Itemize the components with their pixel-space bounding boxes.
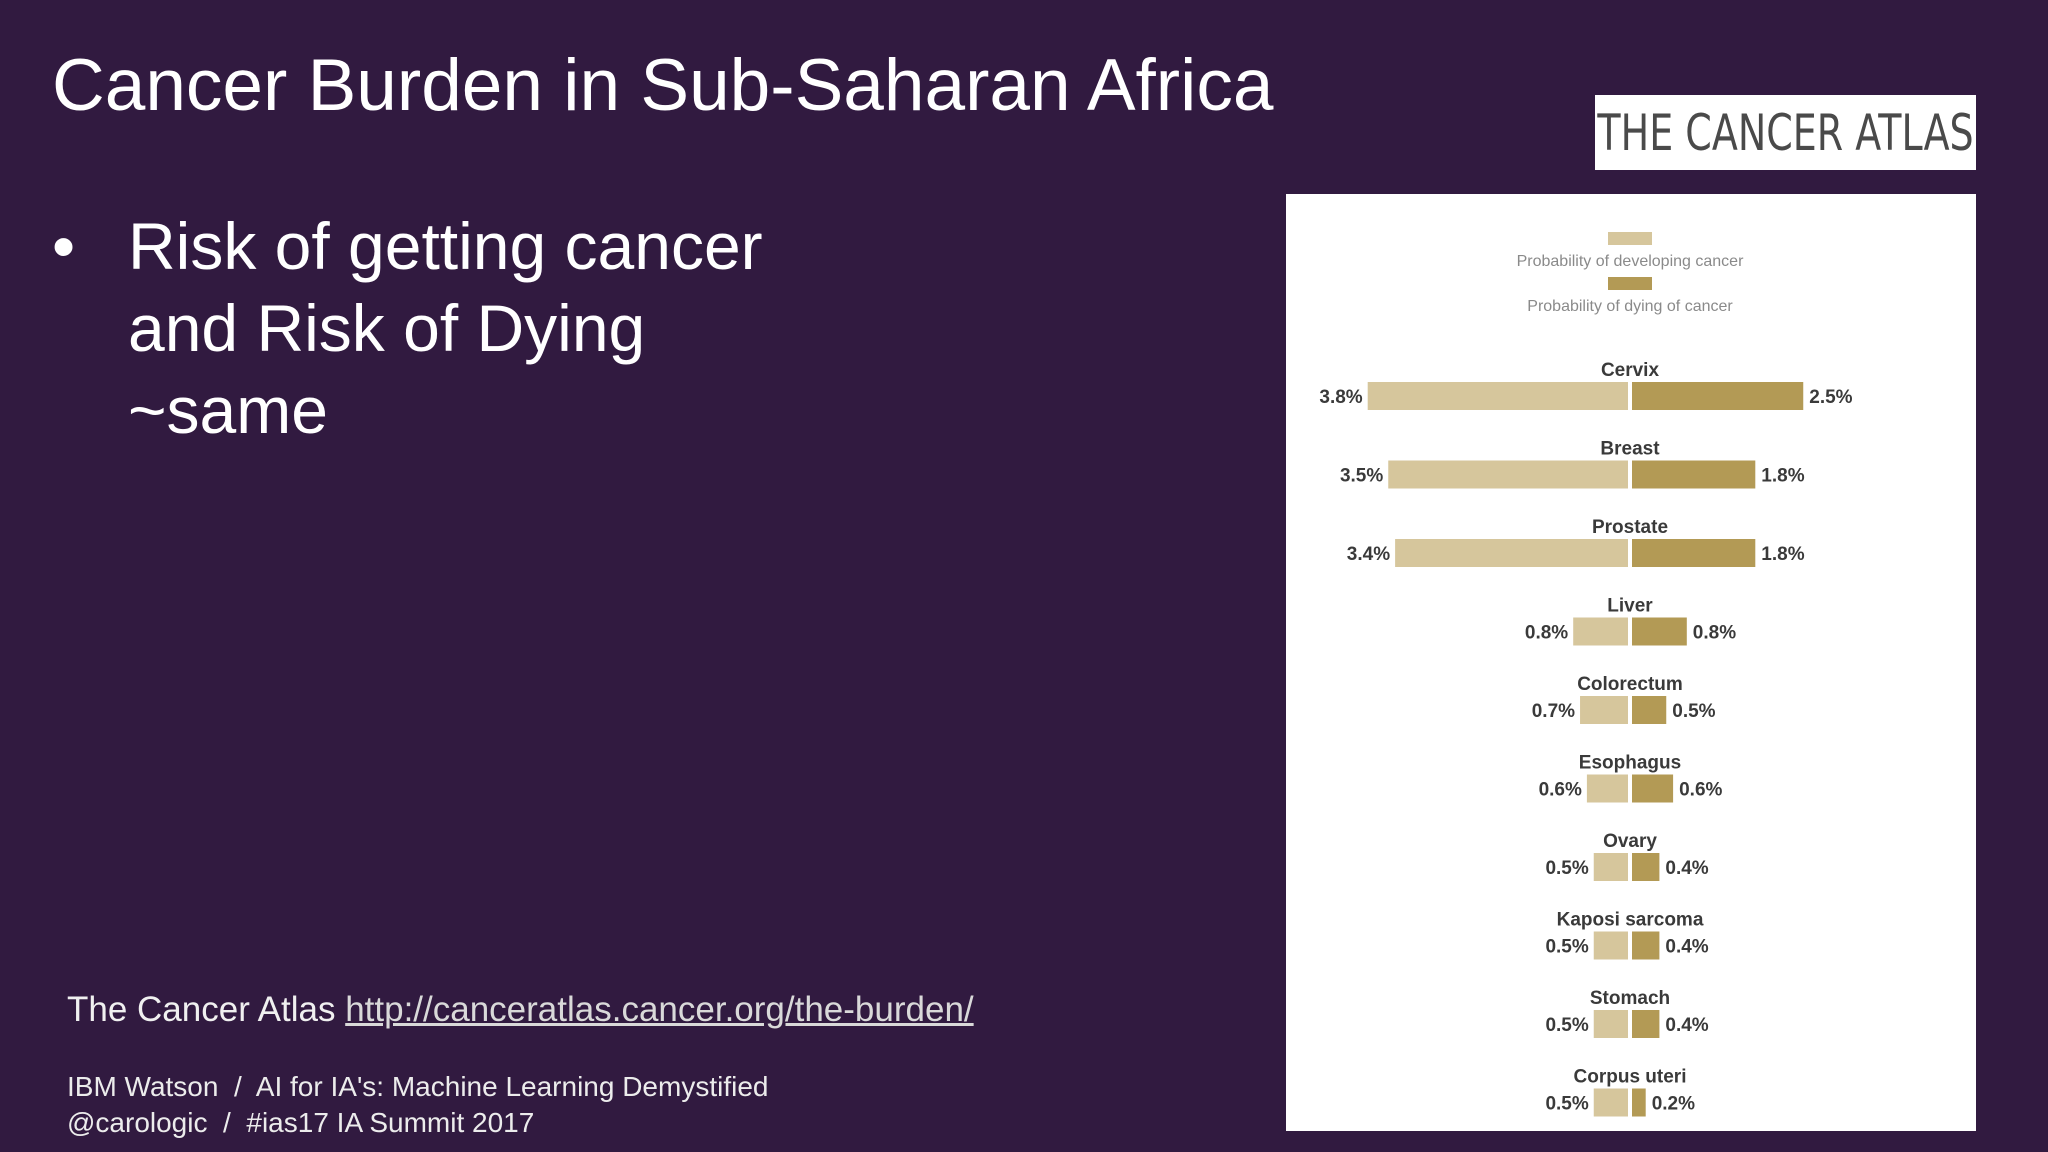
data-label-dying: 0.2% — [1652, 1094, 1695, 1115]
data-label-dying: 0.8% — [1693, 623, 1736, 644]
category-label: Prostate — [1592, 517, 1668, 538]
bar-dying — [1632, 382, 1804, 410]
source-label: The Cancer Atlas — [67, 990, 336, 1029]
bar-developing — [1593, 853, 1628, 881]
bar-developing — [1395, 539, 1628, 567]
category-label: Corpus uteri — [1574, 1067, 1687, 1088]
data-label-dying: 1.8% — [1761, 466, 1804, 487]
diverging-bar-chart: Probability of developing cancer Probabil… — [1319, 232, 1853, 1117]
bar-dying — [1632, 931, 1660, 960]
bar-dying — [1632, 460, 1756, 489]
data-label-developing: 0.5% — [1545, 937, 1588, 958]
data-label-dying: 0.4% — [1665, 858, 1708, 879]
logo-text: THE CANCER ATLAS — [1597, 103, 1974, 162]
data-label-dying: 2.5% — [1809, 387, 1852, 408]
data-label-developing: 0.5% — [1545, 1015, 1588, 1036]
legend-label-dying: Probability of dying of cancer — [1527, 298, 1733, 315]
legend-swatch-developing — [1608, 232, 1652, 245]
legend-label-developing: Probability of developing cancer — [1517, 253, 1744, 270]
legend-swatch-dying — [1608, 277, 1652, 290]
source-line: The Cancer Atlas http://canceratlas.canc… — [67, 990, 974, 1030]
bullet-item: • Risk of getting cancer and Risk of Dyi… — [52, 205, 848, 451]
category-label: Breast — [1600, 439, 1660, 460]
data-label-developing: 0.5% — [1545, 858, 1588, 879]
chart-panel: Probability of developing cancer Probabil… — [1286, 194, 1976, 1131]
data-label-developing: 3.4% — [1347, 544, 1390, 565]
bar-dying — [1632, 617, 1687, 646]
bar-developing — [1388, 460, 1628, 489]
footer-line-2: @carologic / #ias17 IA Summit 2017 — [67, 1107, 535, 1138]
footer: IBM Watson / AI for IA's: Machine Learni… — [67, 1069, 768, 1141]
bar-dying — [1632, 539, 1756, 567]
bar-developing — [1586, 774, 1628, 803]
bullet-dot: • — [52, 209, 76, 283]
bar-dying — [1632, 696, 1667, 724]
category-label: Liver — [1607, 596, 1653, 617]
data-label-dying: 0.5% — [1672, 701, 1715, 722]
bar-dying — [1632, 1010, 1660, 1038]
bar-developing — [1573, 617, 1628, 646]
bar-dying — [1632, 853, 1660, 881]
bar-developing — [1593, 1010, 1628, 1038]
bar-dying — [1632, 1088, 1646, 1117]
data-label-dying: 0.6% — [1679, 780, 1722, 801]
bullet-line-1: Risk of getting cancer — [128, 209, 763, 283]
bar-developing — [1367, 382, 1628, 410]
data-label-dying: 0.4% — [1665, 937, 1708, 958]
category-label: Esophagus — [1579, 753, 1681, 774]
bar-developing — [1580, 696, 1628, 724]
data-label-developing: 3.5% — [1340, 466, 1383, 487]
data-label-developing: 3.8% — [1319, 387, 1362, 408]
bullet-line-2: and Risk of Dying — [128, 291, 646, 365]
bar-developing — [1593, 1088, 1628, 1117]
cancer-atlas-logo: THE CANCER ATLAS — [1595, 95, 1976, 170]
bullet-line-3: ~same — [128, 373, 328, 447]
data-label-developing: 0.7% — [1532, 701, 1575, 722]
category-label: Ovary — [1603, 831, 1657, 852]
bar-developing — [1593, 931, 1628, 960]
data-label-developing: 0.8% — [1525, 623, 1568, 644]
bar-dying — [1632, 774, 1674, 803]
data-label-developing: 0.6% — [1539, 780, 1582, 801]
category-label: Stomach — [1590, 988, 1670, 1009]
category-label: Cervix — [1601, 360, 1660, 381]
data-label-developing: 0.5% — [1545, 1094, 1588, 1115]
bullet-list: • Risk of getting cancer and Risk of Dyi… — [52, 205, 848, 451]
category-label: Colorectum — [1577, 674, 1683, 695]
category-label: Kaposi sarcoma — [1557, 910, 1704, 931]
footer-line-1: IBM Watson / AI for IA's: Machine Learni… — [67, 1071, 769, 1102]
slide-title: Cancer Burden in Sub-Saharan Africa — [52, 45, 1274, 126]
source-link[interactable]: http://canceratlas.cancer.org/the-burden… — [345, 990, 974, 1029]
data-label-dying: 1.8% — [1761, 544, 1804, 565]
data-label-dying: 0.4% — [1665, 1015, 1708, 1036]
bullet-text: Risk of getting cancer and Risk of Dying… — [128, 205, 848, 451]
